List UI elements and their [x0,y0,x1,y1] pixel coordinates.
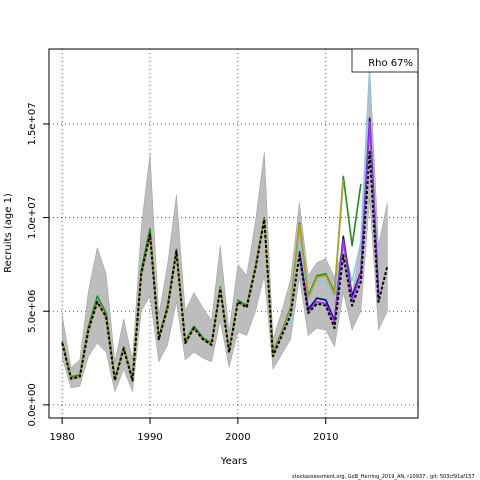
x-tick-label: 1990 [137,432,162,443]
x-tick-label: 1980 [49,432,74,443]
x-axis: 1980 1990 2000 2010 [49,418,338,443]
legend-text: Rho 67% [368,58,413,69]
credit-text: stockassessment.org, GoB_Herring_2019_AN… [292,474,475,480]
series-lines [61,67,389,382]
x-axis-label: Years [220,456,247,467]
ci-band [61,67,388,393]
series-line-6 [61,151,389,382]
confidence-band [61,67,388,393]
legend-box [351,48,419,73]
series-line-5 [298,121,380,324]
y-tick-label: 5.0e+06 [27,290,38,333]
legend: Rho 67% [351,48,419,73]
y-tick-label: 0.0e+00 [27,383,38,426]
y-tick-label: 1.5e+07 [27,102,38,145]
plot-frame [48,48,419,419]
y-axis-label: Recruits (age 1) [3,193,14,273]
y-tick-label: 1.0e+07 [27,196,38,239]
x-tick-label: 2010 [313,432,338,443]
y-axis: 0.0e+00 5.0e+06 1.0e+07 1.5e+07 [27,102,49,426]
x-tick-label: 2000 [225,432,250,443]
